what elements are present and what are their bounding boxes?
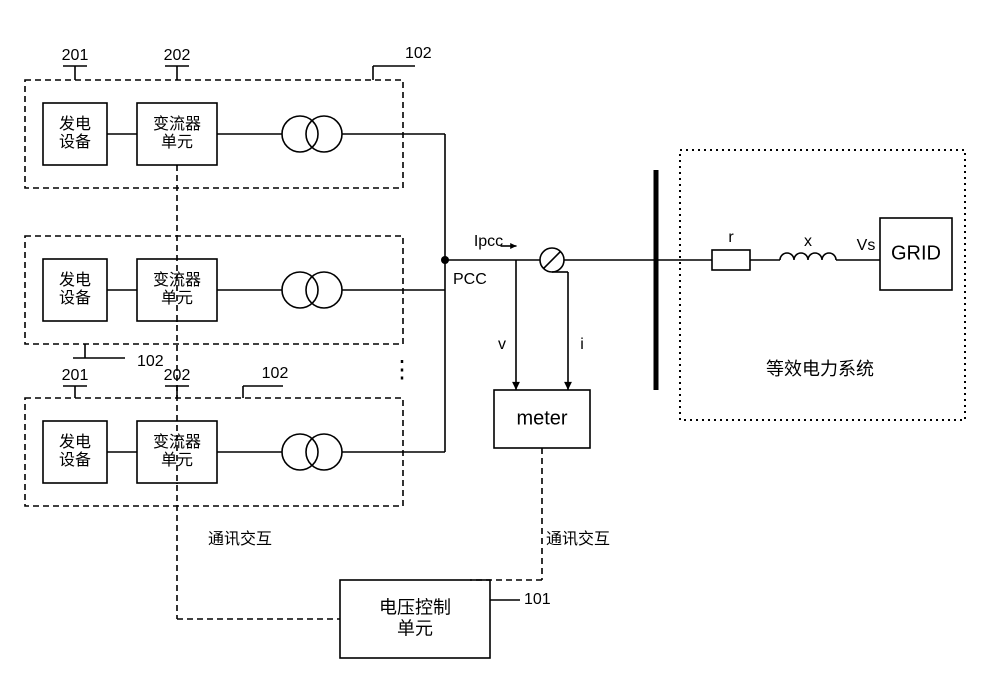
transformer-coil [306,434,342,470]
ref-101: 101 [524,591,551,608]
ref-102: 102 [137,353,164,370]
i-label: i [580,336,584,353]
vdots: ⋮ [390,356,414,383]
eq-sys-label: 等效电力系统 [766,359,874,379]
meter-label: meter [516,407,567,429]
r-label: r [728,229,734,246]
grid-label: GRID [891,242,941,264]
transformer-coil [282,116,318,152]
arrowhead [512,382,520,390]
resistor-symbol [712,250,750,270]
ref-102: 102 [262,365,289,382]
diagram-canvas: 发电设备变流器单元201202102发电设备变流器单元102发电设备变流器单元2… [0,0,1000,697]
transformer-coil [306,272,342,308]
transformer-coil [282,272,318,308]
pcc-label: PCC [453,271,487,288]
comm-label-1: 通讯交互 [208,530,272,548]
ref-201: 201 [62,47,89,64]
arrowhead [564,382,572,390]
ipcc-label: Ipcc [474,233,503,250]
v-label: v [498,336,506,353]
ref-201: 201 [62,367,89,384]
vs-label: Vs [857,237,876,254]
x-label: x [804,233,812,250]
transformer-coil [282,434,318,470]
transformer-coil [306,116,342,152]
ref-202: 202 [164,47,191,64]
inductor-symbol [780,253,836,260]
comm-label-2: 通讯交互 [546,530,610,548]
ref-102: 102 [405,45,432,62]
